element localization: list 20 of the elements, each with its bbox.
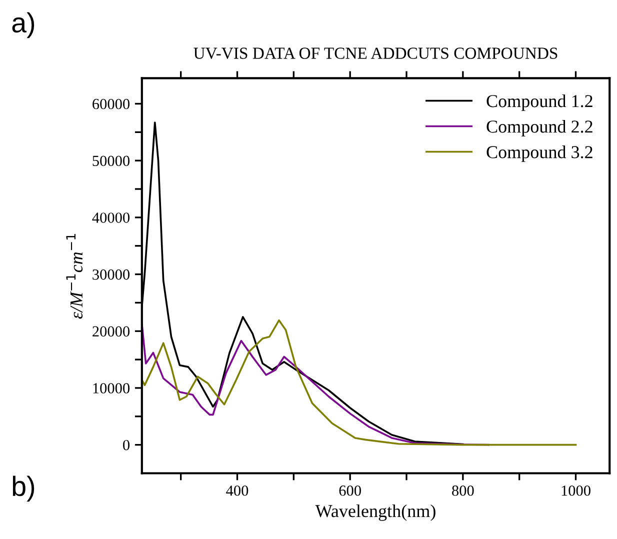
legend-label: Compound 3.2 [486,146,592,162]
x-tick-label: 400 [226,485,248,496]
y-tick-label: 0 [123,440,130,450]
legend-label: Compound 1.2 [486,94,592,111]
chart-title: UV-VIS DATA OF TCNE ADDCUTS COMPOUNDS [194,48,558,59]
y-tick-label: 40000 [92,212,130,223]
y-tick-label: 30000 [92,269,130,280]
y-axis-title: ε/M$^{−1}$cm$^{−1}$ [66,234,83,319]
text: a) [12,12,34,38]
x-tick-label: 1000 [562,485,590,496]
y-tick-label: 10000 [93,383,130,394]
text: b) [12,476,34,502]
x-tick-label: 800 [452,485,474,496]
y-tick-label: 20000 [92,326,130,337]
x-tick-label: 600 [339,485,361,496]
legend-label: Compound 2.2 [486,120,592,136]
x-axis-title: Wavelength(nm) [315,504,436,521]
y-tick-label: 60000 [92,98,130,110]
y-tick-label: 50000 [92,156,130,166]
line-series [142,319,577,446]
